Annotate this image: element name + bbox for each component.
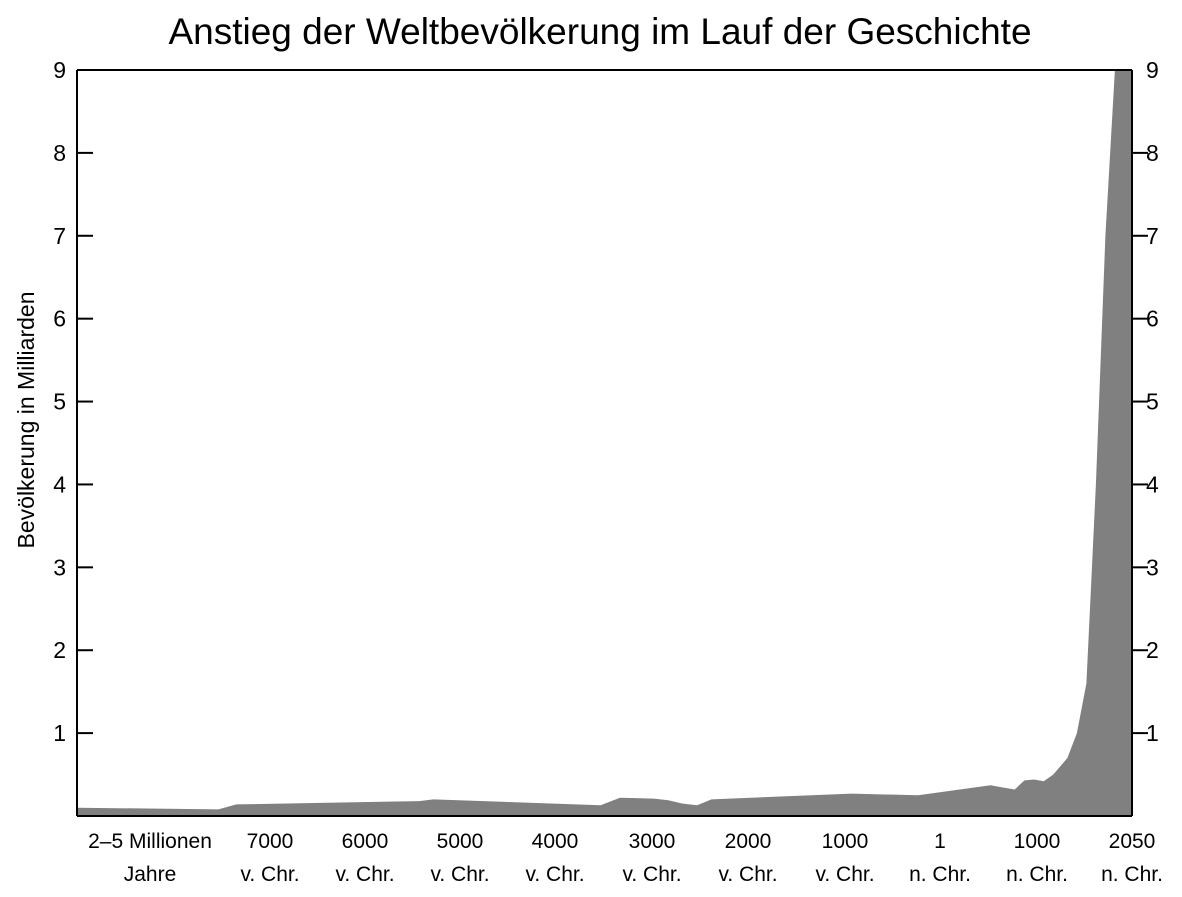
y-tick-label-right: 8 [1146,140,1159,166]
y-tick-label-right: 1 [1146,720,1159,746]
x-tick-label: 6000 [342,830,389,853]
y-tick-label-left: 6 [53,306,66,332]
x-tick-label: 1000 [1014,830,1061,853]
x-tick-label: n. Chr. [1006,863,1068,886]
x-tick-label: n. Chr. [1101,863,1163,886]
x-tick-label: 1000 [822,830,869,853]
y-tick-label-left: 3 [53,554,66,580]
y-tick-label-left: 7 [53,223,66,249]
x-tick-label: n. Chr. [909,863,971,886]
x-tick-label: v. Chr. [240,863,299,886]
x-tick-label: v. Chr. [335,863,394,886]
x-tick-label: 2050 [1109,830,1156,853]
x-tick-label: 1 [934,830,946,853]
x-tick-label: 5000 [437,830,484,853]
y-tick-label-left: 5 [53,389,66,415]
y-tick-label-left: 8 [53,140,66,166]
x-tick-label: 7000 [247,830,294,853]
x-tick-label: v. Chr. [430,863,489,886]
x-tick-label: v. Chr. [622,863,681,886]
y-tick-label-left: 2 [53,637,66,663]
x-tick-label: v. Chr. [815,863,874,886]
y-tick-label-right: 3 [1146,554,1159,580]
x-tick-label: Jahre [124,863,177,886]
x-tick-label: 2000 [725,830,772,853]
y-tick-label-right: 5 [1146,389,1159,415]
y-tick-label-right: 9 [1146,57,1159,83]
y-tick-label-right: 2 [1146,637,1159,663]
population-area [77,70,1132,816]
chart-title: Anstieg der Weltbevölkerung im Lauf der … [168,11,1031,52]
y-axis-label: Bevölkerung in Milliarden [13,292,39,549]
x-tick-label: 2–5 Millionen [88,830,212,853]
y-tick-label-right: 7 [1146,223,1159,249]
y-tick-label-left: 4 [53,471,66,497]
y-tick-label-right: 6 [1146,306,1159,332]
plot-area: 1 2 3 4 5 6 7 8 9 1 2 3 4 5 6 7 8 9 2–5 Millionen Jahre 7000… [53,57,1163,886]
x-tick-label: 4000 [532,830,579,853]
y-tick-label-right: 4 [1146,471,1159,497]
y-tick-label-left: 1 [53,720,66,746]
x-tick-label: v. Chr. [525,863,584,886]
y-tick-label-left: 9 [53,57,66,83]
x-tick-label: 3000 [629,830,676,853]
x-tick-label: v. Chr. [718,863,777,886]
